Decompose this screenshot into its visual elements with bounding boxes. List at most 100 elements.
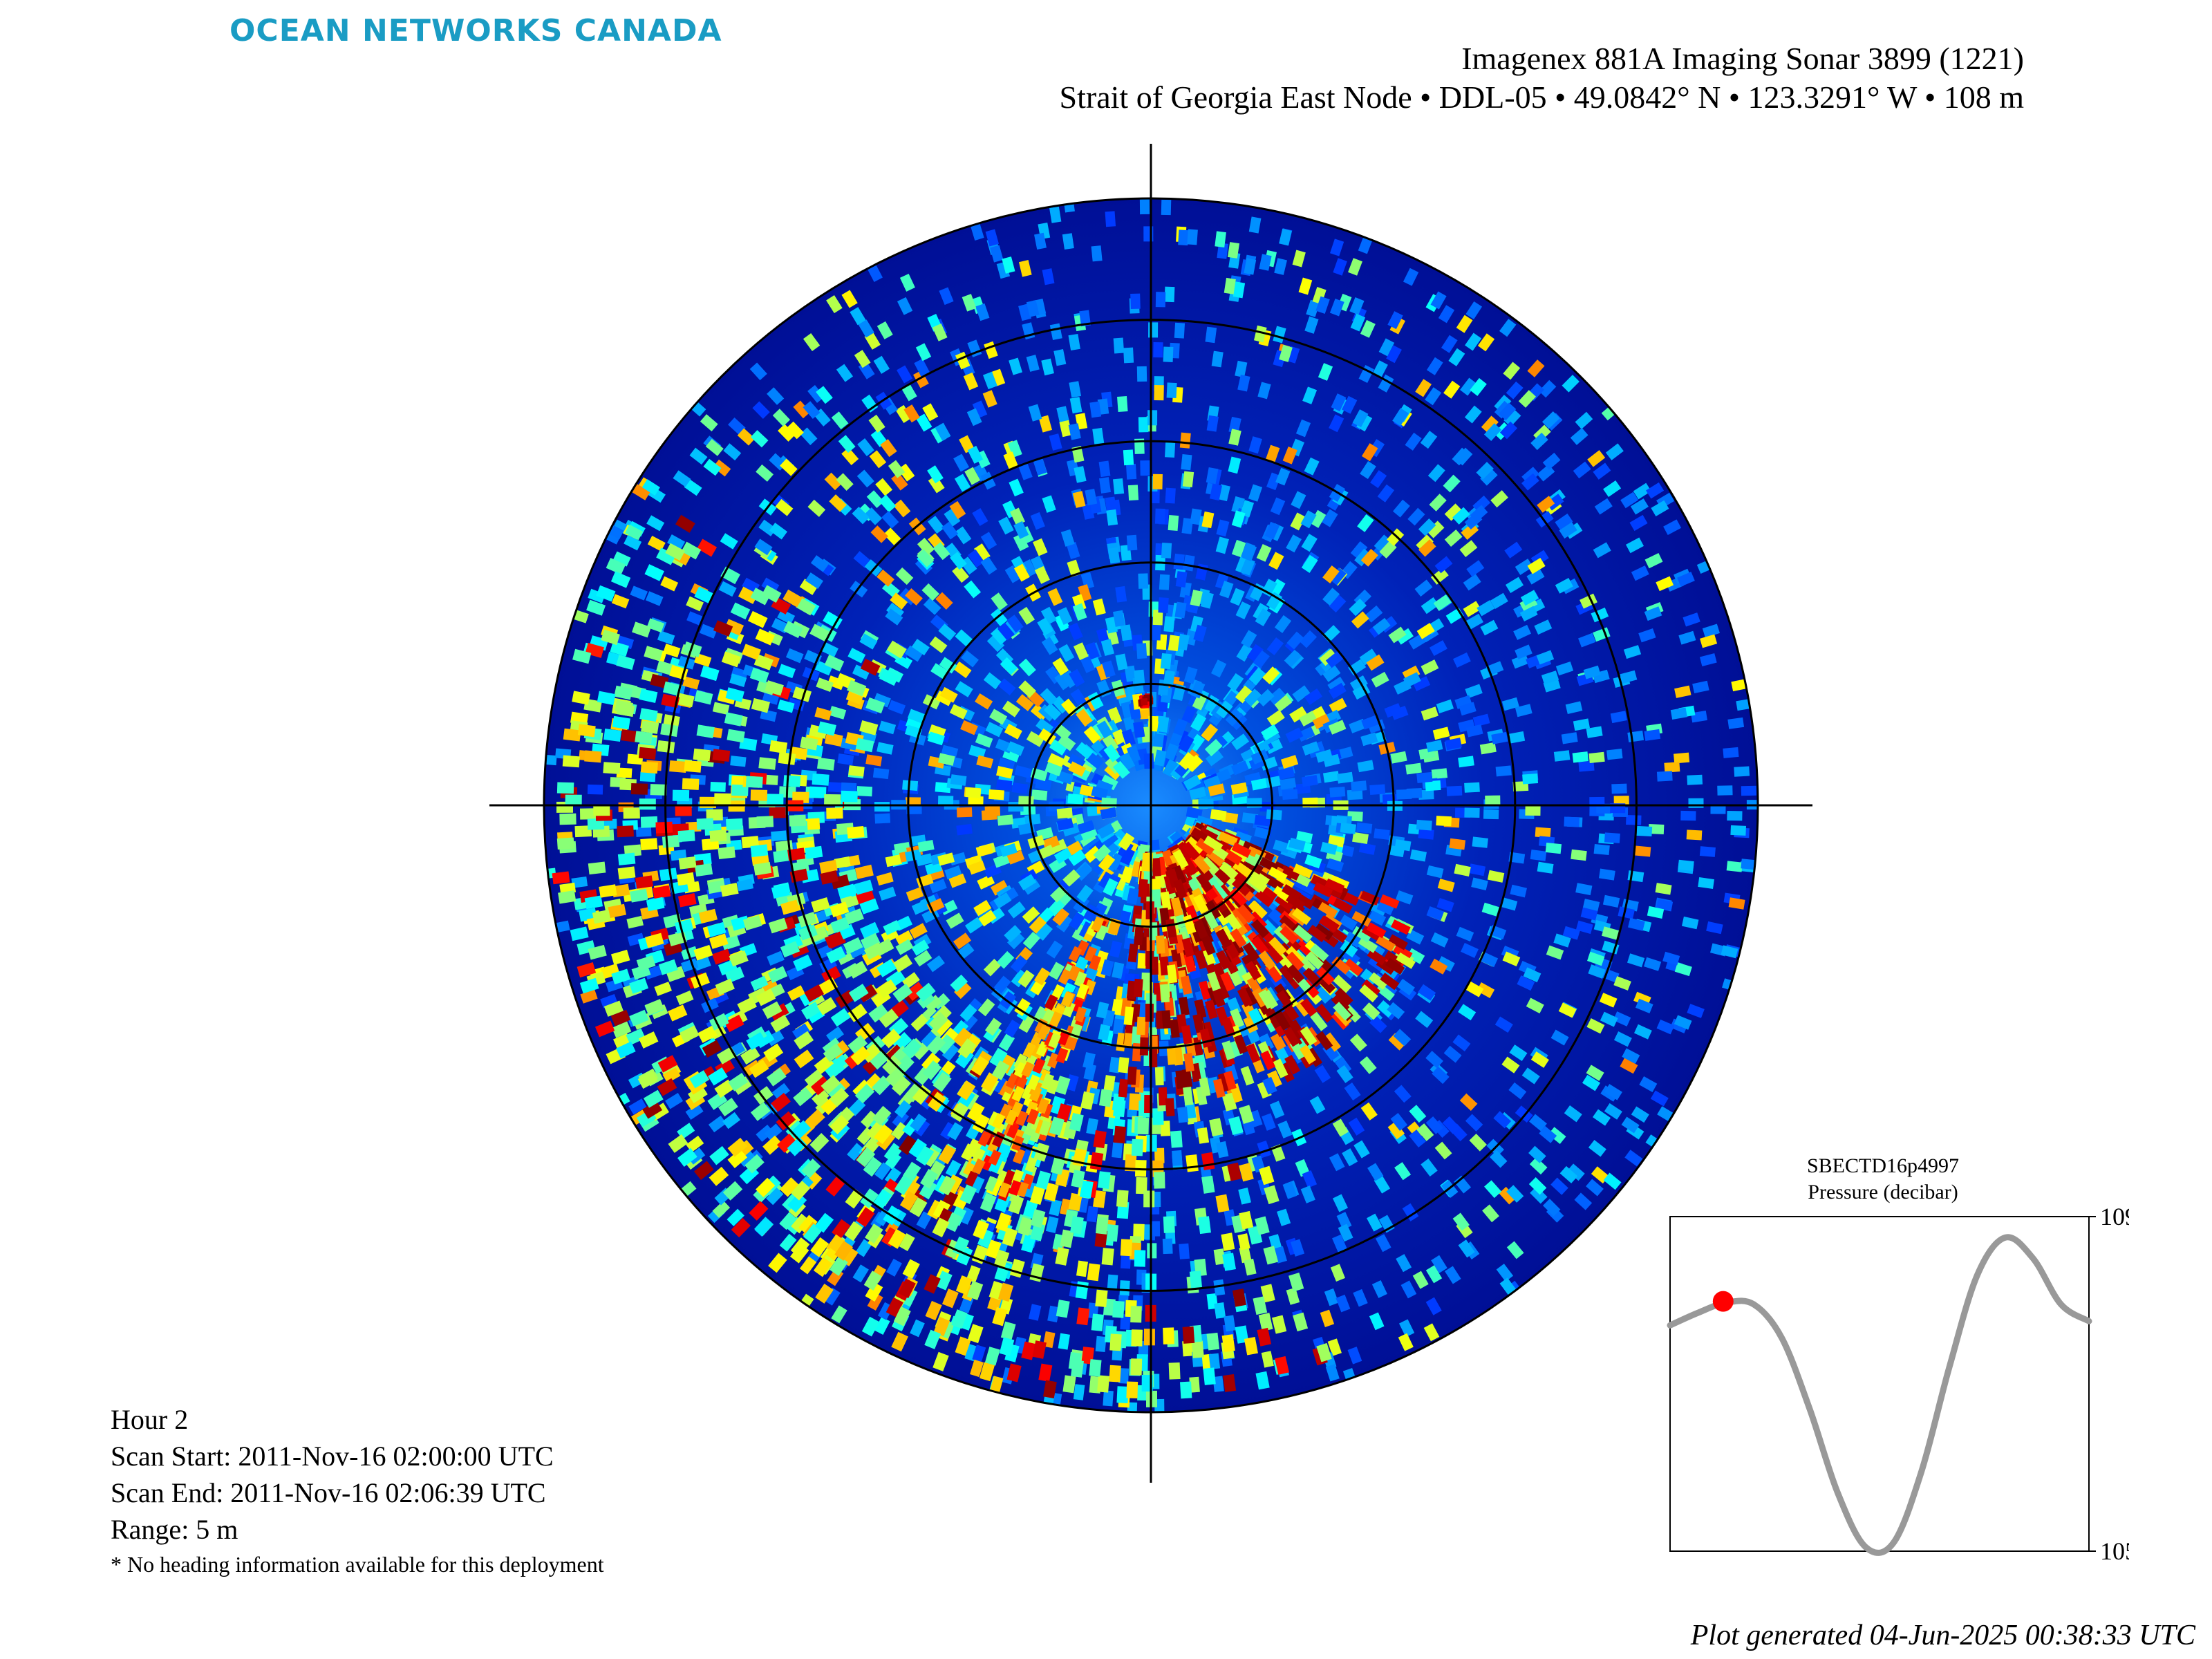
sonar-return-cell (1052, 908, 1070, 926)
sonar-return-cell (1172, 1150, 1183, 1166)
sonar-return-cell (793, 400, 811, 419)
sonar-return-cell (1463, 574, 1481, 591)
sonar-return-cell (1572, 751, 1589, 763)
sonar-return-cell (1087, 1263, 1100, 1282)
sonar-return-cell (1215, 536, 1229, 554)
sonar-return-cell (935, 592, 953, 610)
sonar-return-cell (1446, 785, 1463, 796)
sonar-return-cell (997, 814, 1013, 826)
sonar-return-cell (727, 1208, 744, 1227)
sonar-return-cell (1699, 846, 1716, 857)
sonar-return-cell (1137, 1117, 1150, 1135)
sonar-return-cell (856, 469, 874, 488)
sonar-return-cell (1107, 706, 1123, 725)
sonar-return-cell (1347, 1347, 1362, 1365)
sonar-return-cell (956, 823, 973, 836)
sonar-return-cell (1480, 468, 1498, 486)
sonar-return-cell (1392, 499, 1410, 518)
sonar-return-cell (588, 861, 606, 875)
sonar-return-cell (1402, 1203, 1419, 1221)
sonar-return-cell (861, 394, 879, 413)
sonar-return-cell (1112, 1300, 1125, 1318)
sonar-return-cell (1073, 1384, 1085, 1400)
sonar-return-cell (1174, 322, 1185, 339)
sonar-return-cell (875, 478, 893, 496)
sonar-return-cell (1177, 1107, 1189, 1123)
sonar-return-cell (712, 702, 730, 715)
sonar-return-cell (669, 760, 687, 773)
sonar-return-cell (956, 807, 973, 818)
sonar-return-cell (1123, 449, 1134, 466)
sonar-return-cell (1458, 756, 1474, 768)
sonar-return-cell (950, 974, 968, 993)
sonar-return-cell (712, 749, 731, 762)
sonar-return-cell (1414, 579, 1433, 597)
sonar-return-cell (1148, 322, 1159, 338)
sonar-return-cell (718, 581, 737, 597)
sonar-return-cell (726, 818, 743, 830)
sonar-return-cell (1163, 346, 1174, 362)
sonar-return-cell (1182, 471, 1194, 488)
sonar-return-cell (1113, 1099, 1126, 1118)
ocean-networks-canada-logo: OCEAN NETWORKS CANADA (229, 13, 722, 48)
sonar-return-cell (655, 821, 673, 834)
sonar-return-cell (577, 724, 596, 738)
sonar-return-cell (964, 917, 984, 934)
sonar-return-cell (1618, 906, 1635, 919)
sonar-return-cell (675, 990, 694, 1006)
sonar-return-cell (1164, 286, 1175, 303)
sonar-return-cell (879, 720, 897, 735)
scan-hour: Hour 2 (111, 1404, 189, 1435)
sonar-return-cell (1170, 1130, 1183, 1148)
sonar-return-cell (1371, 671, 1389, 688)
sonar-return-cell (929, 636, 948, 654)
sonar-return-cell (730, 756, 747, 767)
sonar-return-cell (1080, 572, 1095, 590)
sonar-return-cell (1076, 1260, 1089, 1277)
sonar-return-cell (1214, 1302, 1226, 1319)
sonar-return-cell (1555, 513, 1573, 530)
sonar-return-cell (556, 782, 574, 794)
sonar-return-cell (1201, 723, 1219, 742)
sonar-return-cell (1522, 774, 1539, 785)
sonar-return-cell (1154, 1067, 1164, 1086)
sonar-return-cell (1127, 1066, 1137, 1085)
sonar-return-cell (659, 868, 677, 881)
sonar-return-cell (1374, 828, 1390, 841)
scan-range: Range: 5 m (111, 1514, 238, 1545)
sonar-return-cell (678, 856, 697, 870)
sonar-return-cell (1706, 921, 1723, 935)
sonar-return-cell (737, 428, 756, 446)
sonar-return-cell (1398, 1319, 1415, 1338)
sonar-return-cell (927, 465, 944, 484)
sonar-return-cell (1378, 374, 1394, 393)
sonar-return-cell (760, 978, 779, 994)
sonar-return-cell (1028, 1304, 1042, 1321)
sonar-return-cell (1009, 357, 1023, 375)
sonar-return-cell (1495, 765, 1512, 777)
sonar-return-cell (1674, 962, 1692, 977)
sonar-return-cell (924, 861, 943, 875)
heading-note: * No heading information available for t… (111, 1552, 604, 1577)
sonar-return-cell (1564, 816, 1580, 827)
sonar-return-cell (841, 447, 859, 466)
sonar-return-cell (1545, 842, 1562, 854)
sonar-return-cell (1152, 474, 1163, 490)
sonar-return-cell (1011, 782, 1029, 794)
sonar-return-cell (1150, 625, 1161, 641)
sonar-return-cell (617, 852, 636, 865)
sonar-return-cell (1082, 1051, 1096, 1069)
sonar-return-cell (1161, 542, 1172, 559)
sonar-return-cell (937, 796, 954, 806)
sonar-return-cell (559, 813, 577, 825)
sonar-return-cell (1436, 956, 1455, 972)
sonar-return-cell (1348, 258, 1362, 276)
sonar-return-cell (1426, 357, 1443, 375)
sonar-return-cell (1468, 863, 1486, 877)
sonar-return-cell (1730, 825, 1746, 836)
sonar-return-cell (836, 949, 855, 966)
sonar-return-cell (988, 789, 1004, 800)
sonar-return-cell (1117, 396, 1128, 412)
sonar-returns (544, 198, 1758, 1412)
